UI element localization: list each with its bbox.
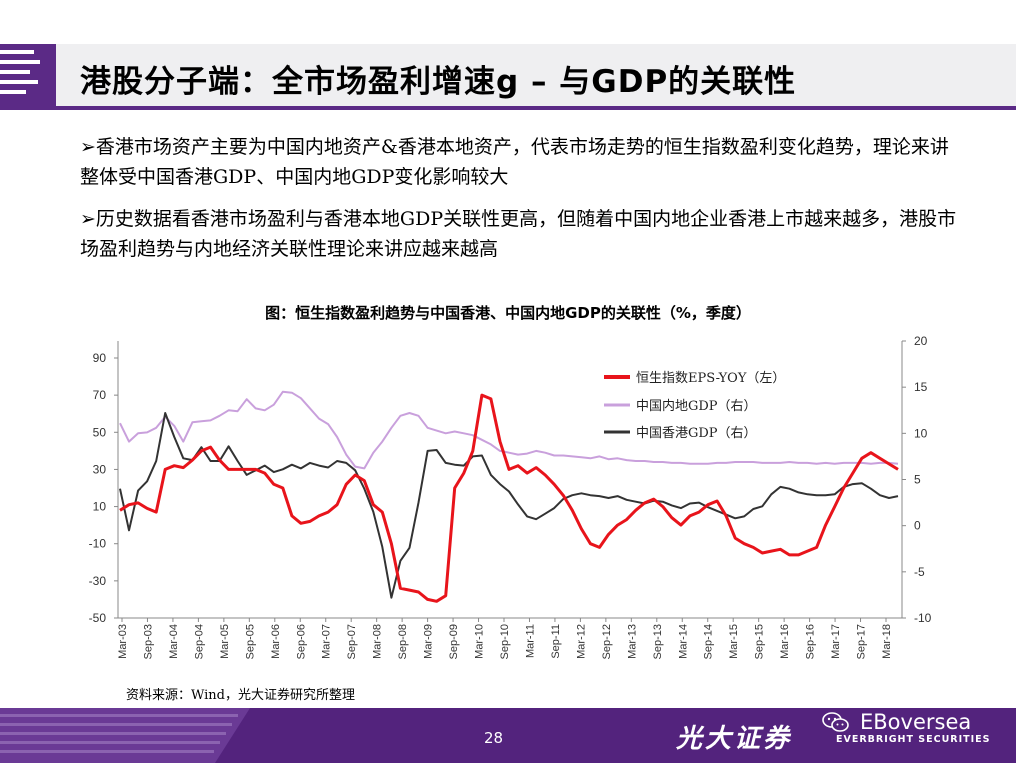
- legend-label: 中国香港GDP（右）: [636, 426, 757, 441]
- x-tick-label: Sep-13: [652, 624, 664, 659]
- x-tick-label: Mar-08: [372, 624, 384, 659]
- bullet-item: ➢香港市场资产主要为中国内地资产&香港本地资产，代表市场走势的恒生指数盈利变化趋…: [80, 136, 949, 188]
- page-number: 28: [484, 729, 504, 747]
- x-tick-label: Sep-12: [601, 624, 613, 659]
- footer-decoration: [0, 708, 250, 763]
- left-tick-label: -30: [89, 574, 107, 588]
- right-tick-label: 20: [914, 334, 928, 348]
- right-tick-label: -5: [914, 565, 925, 579]
- series-line-1: [119, 390, 899, 470]
- x-tick-label: Mar-09: [423, 624, 435, 659]
- x-tick-label: Mar-16: [779, 624, 791, 659]
- x-tick-label: Mar-13: [626, 624, 638, 659]
- x-tick-label: Mar-06: [270, 624, 282, 659]
- legend-label: 中国内地GDP（右）: [636, 398, 757, 414]
- x-tick-label: Sep-11: [550, 624, 562, 659]
- x-tick-label: Sep-16: [805, 624, 817, 659]
- page-title: 港股分子端：全市场盈利增速g – 与GDP的关联性: [80, 64, 797, 100]
- right-tick-label: 10: [914, 426, 928, 440]
- x-tick-label: Mar-05: [219, 624, 231, 659]
- x-tick-label: Sep-07: [346, 624, 358, 659]
- x-tick-label: Mar-15: [728, 624, 740, 659]
- left-tick-label: 90: [93, 351, 107, 365]
- x-tick-label: Sep-17: [856, 624, 868, 659]
- x-tick-label: Sep-08: [397, 624, 409, 659]
- x-tick-label: Sep-06: [295, 624, 307, 659]
- x-tick-label: Mar-18: [881, 624, 893, 659]
- brand-name-cn: 光大证券: [676, 724, 793, 754]
- x-tick-label: Sep-04: [193, 624, 205, 659]
- x-tick-label: Mar-03: [117, 624, 129, 659]
- x-tick-label: Sep-14: [703, 624, 715, 659]
- x-tick-label: Mar-12: [575, 624, 587, 659]
- right-tick-label: -10: [914, 611, 932, 625]
- left-tick-label: -10: [89, 537, 107, 551]
- x-tick-label: Sep-15: [754, 624, 766, 659]
- left-tick-label: 50: [93, 425, 107, 439]
- right-tick-label: 15: [914, 380, 928, 394]
- x-tick-label: Sep-10: [499, 624, 511, 659]
- chart-title: 图：恒生指数盈利趋势与中国香港、中国内地GDP的关联性（%，季度）: [265, 304, 751, 322]
- left-tick-label: 10: [93, 500, 107, 514]
- legend-label: 恒生指数EPS-YOY（左）: [636, 371, 785, 386]
- left-tick-label: -50: [89, 611, 107, 625]
- bullet-item: ➢历史数据看香港市场盈利与香港本地GDP关联性更高，但随着中国内地企业香港上市越…: [80, 208, 957, 260]
- x-tick-label: Sep-09: [448, 624, 460, 659]
- right-tick-label: 5: [914, 473, 921, 487]
- series-line-0: [119, 393, 899, 603]
- x-tick-label: Mar-10: [474, 624, 486, 659]
- series-line-2: [119, 412, 899, 599]
- header-decoration: [0, 44, 56, 106]
- x-tick-label: Sep-03: [142, 624, 154, 659]
- title-bar: [0, 44, 1016, 110]
- right-tick-label: 0: [914, 519, 921, 533]
- brand-subtitle-en: EVERBRIGHT SECURITIES: [836, 734, 991, 745]
- x-tick-label: Mar-04: [168, 624, 180, 659]
- bullet-list: ➢香港市场资产主要为中国内地资产&香港本地资产，代表市场走势的恒生指数盈利变化趋…: [80, 132, 960, 276]
- x-tick-label: Sep-05: [244, 624, 256, 659]
- x-tick-label: Mar-17: [830, 624, 842, 659]
- source-note: 资料来源：Wind，光大证券研究所整理: [126, 688, 355, 703]
- x-tick-label: Mar-07: [321, 624, 333, 659]
- wechat-icon: [822, 712, 849, 732]
- left-tick-label: 70: [93, 388, 107, 402]
- brand-name-en: EBoversea: [860, 710, 972, 734]
- x-tick-label: Mar-14: [677, 624, 689, 659]
- x-tick-label: Mar-11: [524, 624, 536, 658]
- left-tick-label: 30: [93, 462, 107, 476]
